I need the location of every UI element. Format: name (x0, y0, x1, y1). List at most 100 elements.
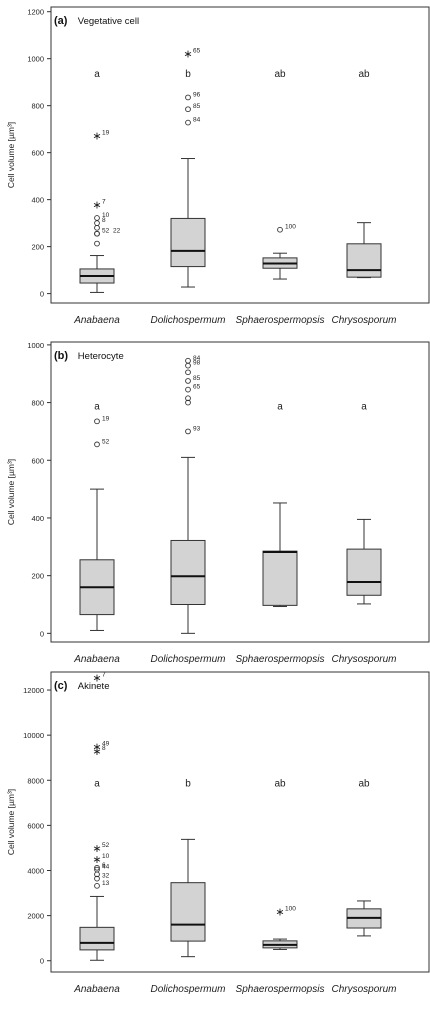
plot-frame (50, 6, 430, 304)
y-tick-label: 800 (31, 102, 44, 111)
x-category-label: Sphaerospermopsis (236, 654, 325, 665)
outlier-extreme: ∗ (92, 854, 101, 866)
outlier-label: 8 (102, 745, 106, 752)
outlier-point (94, 418, 100, 425)
y-tick-label: 200 (31, 572, 44, 581)
x-category-label: Dolichospermum (150, 654, 225, 665)
outlier-point (94, 441, 100, 448)
outlier-point (94, 240, 100, 247)
outlier-label: 100 (285, 224, 296, 231)
x-category-label: Sphaerospermopsis (236, 984, 325, 995)
y-tick-label: 600 (31, 456, 44, 465)
y-tick-label: 400 (31, 196, 44, 205)
outlier-label: 13 (102, 880, 110, 887)
plot-frame (50, 341, 430, 643)
y-tick-label: 200 (31, 243, 44, 252)
outlier-label: 98 (193, 360, 201, 367)
outlier-label: 7 (102, 672, 106, 679)
x-category-label: Chrysosporum (331, 984, 396, 995)
y-tick-label: 800 (31, 399, 44, 408)
x-category-label: Anabaena (73, 984, 120, 995)
outlier-label: 52 (102, 842, 110, 849)
x-category-label: Sphaerospermopsis (236, 315, 325, 326)
y-tick-label: 0 (40, 629, 44, 638)
y-tick-label: 1000 (27, 341, 44, 350)
outlier-label: 8 (102, 217, 106, 224)
outlier-point (185, 386, 191, 393)
outlier-point (94, 230, 100, 237)
outlier-point (185, 369, 191, 376)
y-tick-label: 12000 (23, 686, 44, 695)
panel-label: (c) (54, 680, 68, 692)
box-iqr (346, 243, 382, 278)
group-letter: ab (274, 779, 286, 790)
outlier-point (94, 215, 100, 221)
group-letter: a (94, 401, 100, 412)
outlier-label: 65 (193, 384, 201, 391)
y-tick-label: 4000 (27, 866, 44, 875)
outlier-extreme: ∗ (92, 843, 101, 855)
box-iqr (346, 548, 382, 596)
group-letter: a (277, 401, 283, 412)
y-axis-label: Cell volume [µm³] (6, 122, 16, 188)
outlier-label: 85 (193, 375, 201, 382)
outlier-label: 32 (102, 873, 110, 880)
y-tick-label: 2000 (27, 912, 44, 921)
group-letter: ab (358, 69, 370, 80)
panel-title: Akinete (78, 681, 110, 692)
outlier-point (185, 399, 191, 406)
panel-title: Heterocyte (78, 351, 124, 362)
outlier-label: 44 (102, 864, 110, 871)
group-letter: a (94, 69, 100, 80)
y-tick-label: 8000 (27, 776, 44, 785)
x-category-label: Chrysosporum (331, 315, 396, 326)
outlier-point (185, 106, 191, 113)
outlier-point (94, 875, 100, 882)
outlier-point (94, 224, 100, 231)
outlier-point (185, 357, 191, 364)
group-letter: ab (358, 779, 370, 790)
outlier-label: 84 (193, 355, 201, 362)
plot-frame (50, 671, 430, 973)
y-tick-label: 1200 (27, 8, 44, 17)
outlier-point (185, 395, 191, 402)
outlier-point (185, 378, 191, 384)
y-tick-label: 0 (40, 957, 44, 966)
outlier-extreme: ∗ (92, 673, 101, 685)
outlier-extreme: ∗ (92, 199, 101, 211)
box-iqr (170, 217, 206, 268)
box-iqr (79, 926, 115, 951)
group-letter: ab (274, 69, 286, 80)
y-tick-label: 10000 (23, 731, 44, 740)
box-iqr (170, 539, 206, 606)
y-tick-label: 400 (31, 514, 44, 523)
x-category-label: Dolichospermum (150, 315, 225, 326)
outlier-label: 10 (102, 853, 110, 860)
outlier-label: 96 (193, 91, 201, 98)
outlier-label: 7 (102, 198, 106, 205)
group-letter: b (185, 779, 191, 790)
outlier-label: 10 (102, 212, 110, 219)
y-tick-label: 6000 (27, 821, 44, 830)
outlier-point (94, 882, 100, 889)
outlier-extreme: ∗ (275, 907, 284, 919)
group-letter: b (185, 69, 191, 80)
outlier-point (94, 871, 100, 878)
outlier-label: 6 (102, 862, 106, 869)
outlier-label: 49 (102, 740, 110, 747)
outlier-point (185, 94, 191, 101)
outlier-label: 22 (113, 228, 121, 235)
outlier-label: 19 (102, 415, 110, 422)
outlier-label: 52 (102, 438, 110, 445)
outlier-point (185, 428, 191, 435)
box-iqr (170, 882, 206, 942)
panel-title: Vegetative cell (78, 16, 139, 27)
outlier-point (277, 226, 283, 233)
outlier-label: 84 (193, 117, 201, 124)
outlier-point (185, 362, 191, 369)
outlier-extreme: ∗ (183, 49, 192, 61)
box-iqr (262, 550, 298, 606)
outlier-label: 65 (193, 48, 201, 55)
y-tick-label: 1000 (27, 55, 44, 64)
